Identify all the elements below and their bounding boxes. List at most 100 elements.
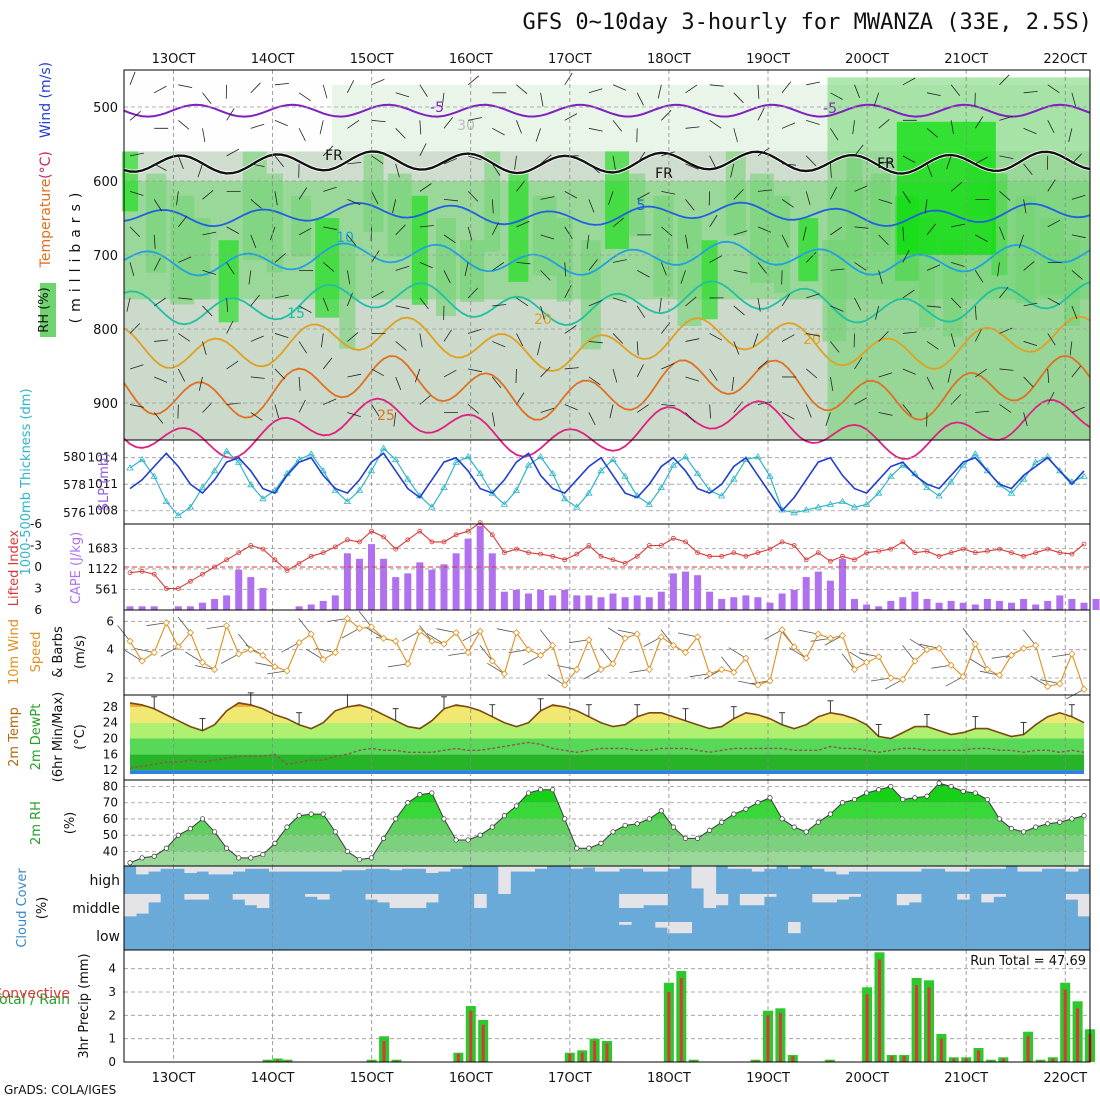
thickness-point-55 [790,509,798,516]
rh-point-33 [525,790,532,796]
upper-wind-barb-12 [419,84,428,97]
upper-wind-barb-30 [854,84,860,98]
cloud-high-bar-57 [812,866,825,869]
wind-speed-point-65 [911,657,919,665]
rh-point-58 [827,811,833,817]
precip-conv-bar-32 [1001,1058,1005,1062]
upper-wind-barb-231 [878,270,883,285]
rh-point-68 [948,783,954,790]
wind-speed-point-1 [138,657,146,665]
upper-wind-barb-235 [974,270,984,283]
upper-wind-barb-282 [178,333,191,342]
upper-wind-barb-40 [129,110,141,121]
upper-wind-barb-228 [805,252,817,263]
upper-wind-barb-48 [319,120,324,135]
cloud-middle-bar-1 [136,894,149,914]
upper-wind-barb-331 [395,376,402,391]
rh-point-64 [900,796,906,803]
cloud-low-bar-45 [667,922,680,934]
lifted-index-point-54 [779,539,785,545]
lifted-index-point-1 [139,568,145,574]
rh-point-53 [767,795,773,801]
upper-wind-barb-107 [782,163,797,166]
cloud-middle-bar-6 [196,894,209,900]
rh-point-13 [284,824,290,830]
upper-wind-barb-350 [854,356,863,370]
precip-run-total: Run Total = 47.69 [970,954,1086,969]
upper-wind-barb-95 [491,163,501,176]
wind-barb-1 [124,650,143,662]
upper-wind-barb-20 [612,84,627,91]
upper-wind-barb-326 [274,368,285,380]
wind-speed-point-9 [235,650,243,658]
thickness-point-26 [440,483,448,490]
wind-speed-point-39 [597,665,605,674]
rh-point-46 [682,835,689,841]
precip-conv-bar-23 [890,1056,894,1062]
thickness-point-29 [476,469,484,476]
upper-wind-barb-183 [685,234,689,249]
precip-conv-bar-4 [382,1041,386,1062]
upper-wind-barb-388 [805,404,812,418]
upper-wind-barb-349 [829,376,834,391]
xtick-bottom-5: 18OCT [647,1071,691,1086]
upper-wind-barb-89 [347,162,362,165]
rh-point-40 [610,829,616,835]
rh-point-17 [332,829,338,835]
rh-point-14 [296,813,302,819]
cloud-high-bar-77 [1053,866,1067,869]
wind-barb-67 [919,643,940,649]
cloud-high-bar-71 [981,866,994,869]
cloud-low-bar-46 [679,922,692,934]
lifted-index-point-31 [501,550,507,556]
cloud-high-bar-51 [739,866,753,869]
upper-wind-barb-353 [926,376,934,390]
upper-wind-barb-117 [1023,163,1033,176]
cape-bar-4 [174,606,182,610]
wind-barb-68 [931,664,952,669]
lifted-index-point-73 [1009,550,1014,556]
wind-barb-39 [583,669,602,680]
upper-wind-barb-300 [612,333,624,344]
cloud-middle-bar-60 [848,894,861,897]
cloud-middle-bar-59 [836,894,849,900]
thickness-point-49 [717,492,726,499]
upper-wind-barb-132 [419,183,432,192]
temp-ytick-1: 24 [103,716,118,730]
upper-wind-barb-355 [975,368,988,378]
cloud-middle-bar-42 [631,894,644,908]
cloud-high-bar-43 [643,866,656,872]
upper-wind-barb-327 [298,376,301,391]
wind-speed-point-49 [718,665,726,674]
wind-speed-point-33 [524,646,533,654]
cape-bar-19 [356,558,363,610]
cloud-high-bar-18 [341,866,354,871]
upper-wind-barb-88 [322,145,334,157]
wind-barb-45 [660,629,674,646]
upper-wind-barb-395 [975,410,990,413]
upper-wind-barb-262 [659,297,662,312]
cloud-high-bar-15 [305,866,318,872]
upper-wind-barb-351 [878,372,893,378]
cape-bar-63 [887,600,895,610]
lifted-index-point-8 [224,557,230,563]
cloud-level-low: low [96,929,120,945]
wind-barb-6 [185,651,203,663]
cape-bar-20 [368,544,375,610]
thickness-point-19 [355,486,364,493]
upper-wind-barb-136 [516,180,526,192]
upper-wind-barb-389 [825,412,831,426]
upper-wind-barb-340 [612,368,618,383]
wind-barb-75 [1022,629,1036,646]
contour-5 [123,201,1091,228]
temp-band-3 [130,722,1084,739]
rh-ytick-2: 60 [103,812,118,826]
cloud-high-bar-33 [522,866,535,872]
upper-wind-barb-205 [248,270,252,285]
upper-wind-barb-219 [588,259,598,271]
lifted-index-point-52 [755,550,761,556]
upper-wind-barb-328 [322,357,333,370]
xtick-top-5: 18OCT [647,52,691,67]
wind-barb-56 [788,647,807,659]
rh-point-60 [851,796,858,803]
